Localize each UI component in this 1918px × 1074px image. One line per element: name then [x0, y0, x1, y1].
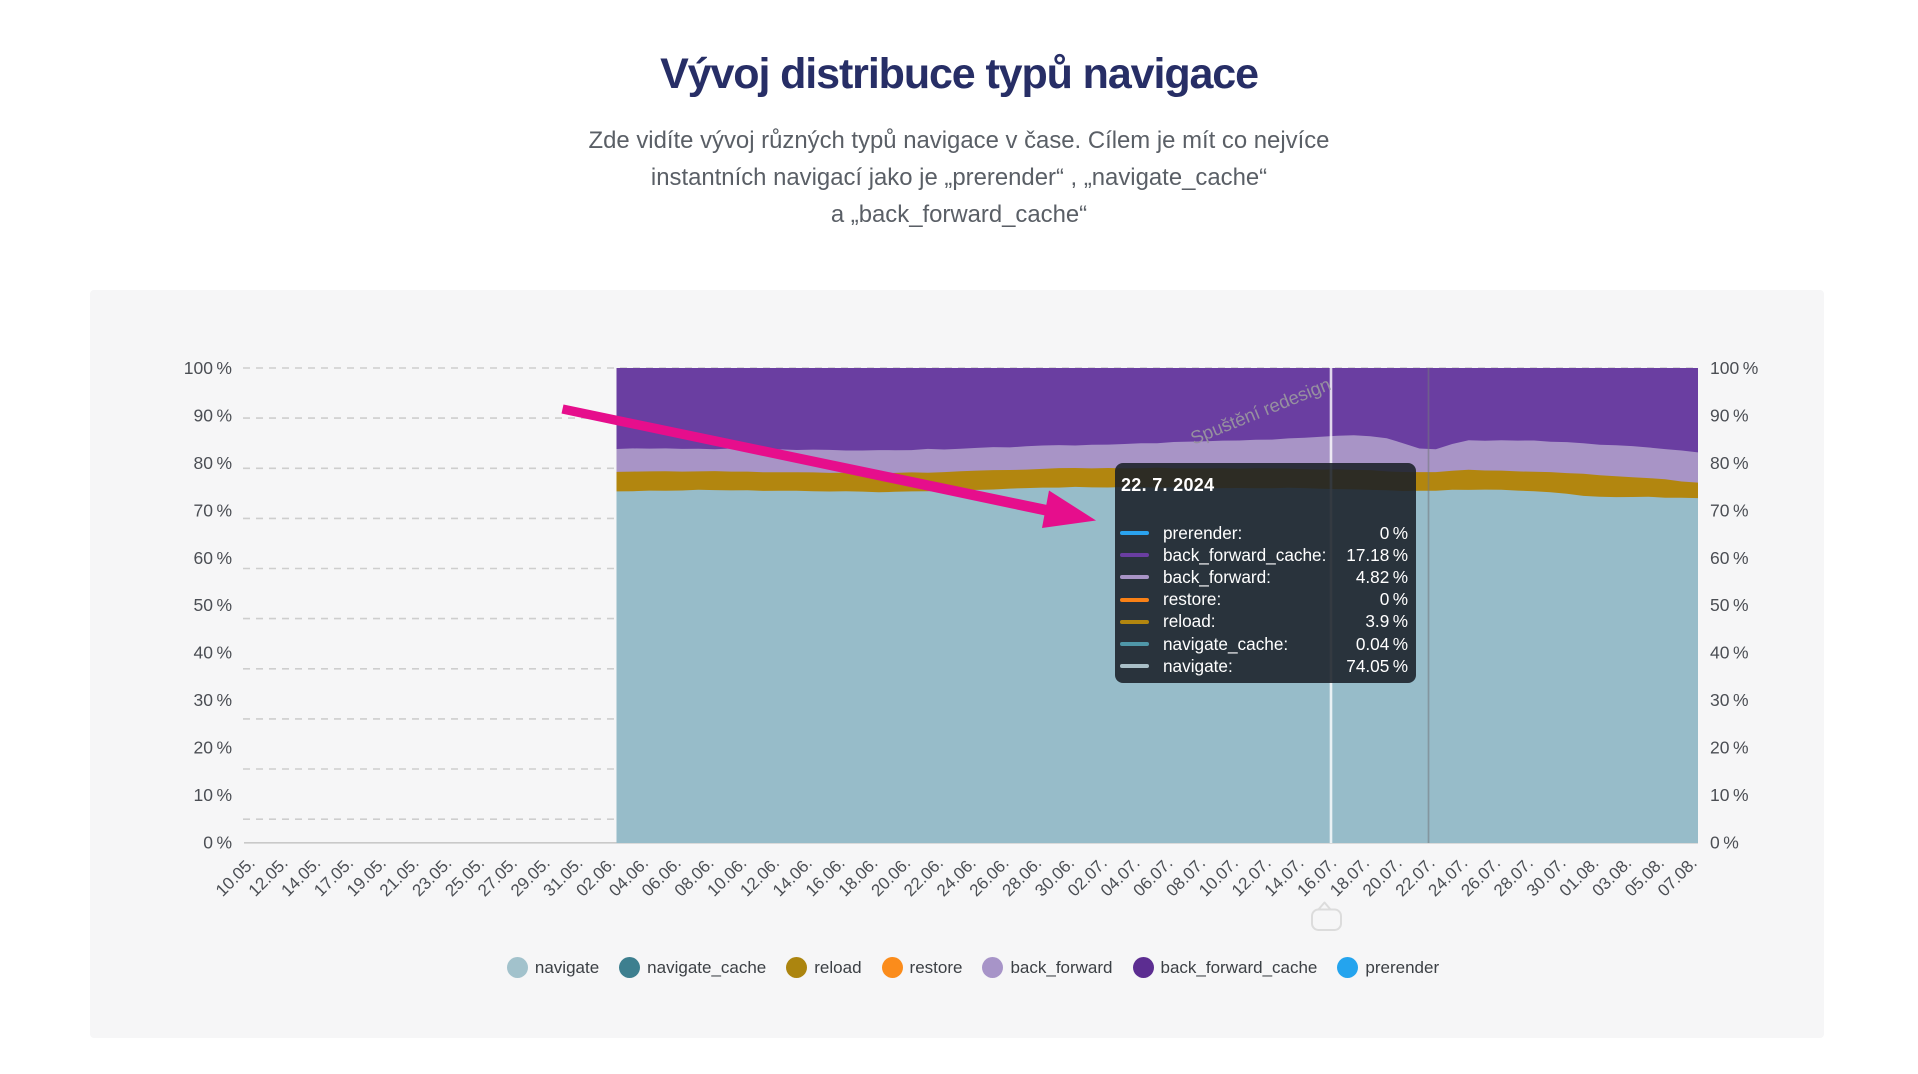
- svg-text:20 %: 20 %: [193, 738, 232, 758]
- svg-text:80 %: 80 %: [1710, 453, 1749, 473]
- svg-text:50 %: 50 %: [1710, 595, 1749, 615]
- svg-text:30 %: 30 %: [1710, 690, 1749, 710]
- svg-text:30 %: 30 %: [193, 690, 232, 710]
- svg-text:100 %: 100 %: [184, 358, 232, 378]
- svg-text:80 %: 80 %: [193, 453, 232, 473]
- svg-text:10 %: 10 %: [193, 785, 232, 805]
- svg-text:40 %: 40 %: [193, 643, 232, 663]
- svg-text:50 %: 50 %: [193, 595, 232, 615]
- svg-text:0 %: 0 %: [203, 833, 232, 853]
- svg-text:90 %: 90 %: [193, 405, 232, 425]
- svg-text:70 %: 70 %: [1710, 500, 1749, 520]
- svg-text:20 %: 20 %: [1710, 738, 1749, 758]
- svg-text:10 %: 10 %: [1710, 785, 1749, 805]
- svg-text:90 %: 90 %: [1710, 405, 1749, 425]
- svg-text:100 %: 100 %: [1710, 358, 1758, 378]
- svg-text:60 %: 60 %: [1710, 548, 1749, 568]
- svg-text:40 %: 40 %: [1710, 643, 1749, 663]
- svg-text:60 %: 60 %: [193, 548, 232, 568]
- svg-text:0 %: 0 %: [1710, 833, 1739, 853]
- svg-text:70 %: 70 %: [193, 500, 232, 520]
